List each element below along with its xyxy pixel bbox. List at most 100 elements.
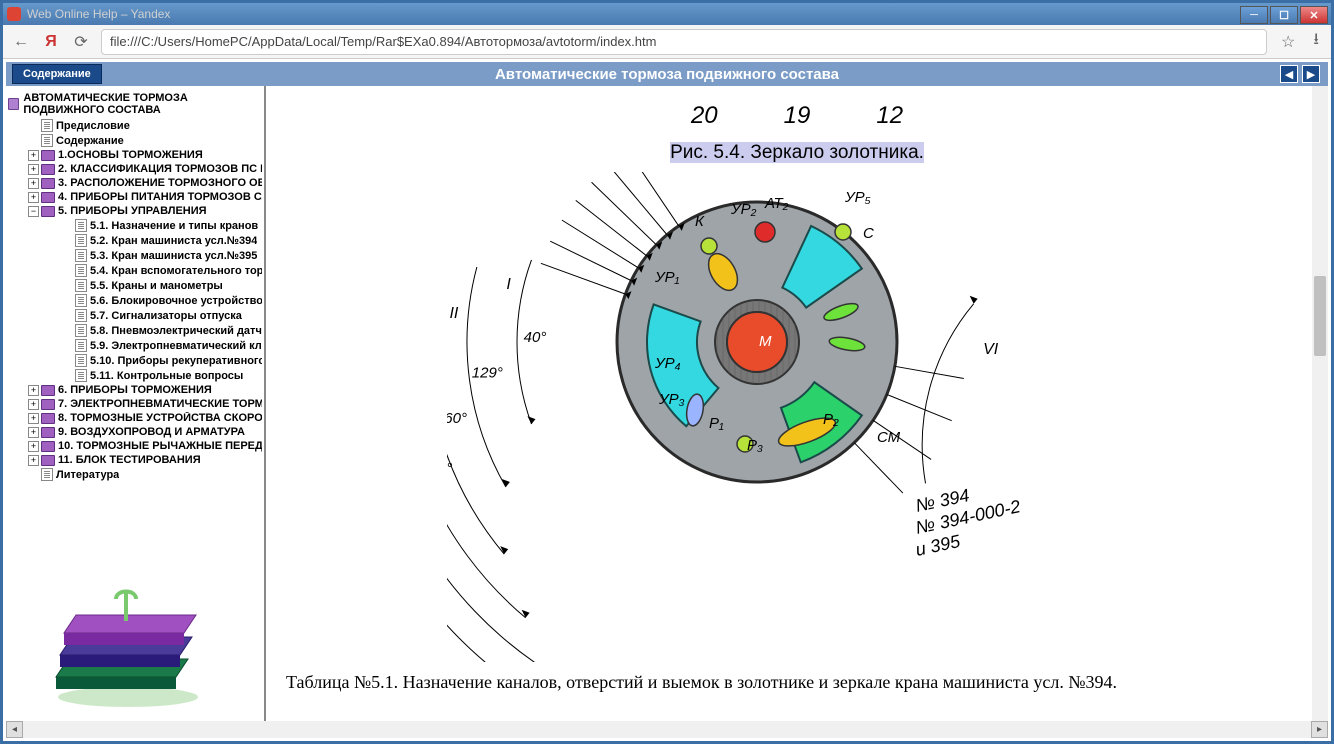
yandex-button[interactable]: Я	[41, 32, 61, 52]
page-title: Автоматические тормоза подвижного состав…	[495, 66, 839, 83]
svg-text:УР₂: УР₂	[730, 201, 757, 218]
tree-page-item[interactable]: Литература	[28, 467, 262, 482]
tree-page-item[interactable]: 5.7. Сигнализаторы отпуска	[62, 308, 262, 323]
tree-item-label: 5.3. Кран машиниста усл.№395	[90, 250, 257, 262]
page-icon	[75, 249, 87, 262]
tree-page-item[interactable]: 5.9. Электропневматический клапан	[62, 338, 262, 353]
tree-page-item[interactable]: 5.1. Назначение и типы кранов машиниста	[62, 218, 262, 233]
tree-page-item[interactable]: 5.10. Приборы рекуперативного и реостатн…	[62, 353, 262, 368]
tree-item-label: 5.5. Краны и манометры	[90, 280, 223, 292]
expander-icon[interactable]: +	[28, 385, 39, 396]
svg-text:УР₅: УР₅	[844, 189, 871, 206]
url-input[interactable]	[101, 29, 1267, 55]
svg-text:VI: VI	[983, 341, 999, 358]
prev-page-button[interactable]: ◀	[1280, 65, 1298, 83]
svg-text:С: С	[863, 225, 874, 242]
toc-button[interactable]: Содержание	[12, 64, 102, 84]
next-page-button[interactable]: ▶	[1302, 65, 1320, 83]
tree-item-label: 5. ПРИБОРЫ УПРАВЛЕНИЯ	[58, 205, 207, 217]
scroll-left-button[interactable]: ◂	[6, 721, 23, 738]
scroll-right-button[interactable]: ▸	[1311, 721, 1328, 738]
tree-book-item[interactable]: +4. ПРИБОРЫ ПИТАНИЯ ТОРМОЗОВ СЖАТЫМ	[28, 190, 262, 204]
tree-book-item[interactable]: +10. ТОРМОЗНЫЕ РЫЧАЖНЫЕ ПЕРЕДАЧИ	[28, 439, 262, 453]
main-content[interactable]: 20 19 12 Рис. 5.4. Зеркало золотника. КУ…	[266, 86, 1328, 721]
svg-text:Р₁: Р₁	[709, 415, 724, 432]
window-close-button[interactable]: ✕	[1300, 6, 1328, 24]
book-icon	[41, 455, 55, 466]
tree-book-item[interactable]: +7. ЭЛЕКТРОПНЕВМАТИЧЕСКИЕ ТОРМОЗА	[28, 397, 262, 411]
tree-item-label: 5.2. Кран машиниста усл.№394	[90, 235, 257, 247]
tree-book-item[interactable]: +8. ТОРМОЗНЫЕ УСТРОЙСТВА СКОРОСТНОГО	[28, 411, 262, 425]
svg-text:40°: 40°	[524, 329, 547, 346]
svg-text:УР₄: УР₄	[654, 355, 681, 372]
svg-text:АТ₂: АТ₂	[764, 195, 789, 212]
page-icon	[75, 339, 87, 352]
main-scrollbar[interactable]	[1312, 86, 1328, 721]
svg-text:60°: 60°	[447, 410, 467, 427]
tree-book-item[interactable]: +1.ОСНОВЫ ТОРМОЖЕНИЯ	[28, 148, 262, 162]
window-title: Web Online Help – Yandex	[27, 7, 170, 21]
books-illustration-icon	[36, 581, 216, 711]
tree-page-item[interactable]: 5.11. Контрольные вопросы	[62, 368, 262, 383]
tree-item-label: 5.9. Электропневматический клапан	[90, 340, 262, 352]
tree-item-label: 5.6. Блокировочное устройство усл.№	[90, 295, 262, 307]
expander-icon[interactable]: +	[28, 164, 39, 175]
expander-icon[interactable]: +	[28, 150, 39, 161]
expander-icon[interactable]: +	[28, 413, 39, 424]
bookmark-icon[interactable]: ☆	[1281, 32, 1295, 52]
tree-book-item[interactable]: − 5. ПРИБОРЫ УПРАВЛЕНИЯ	[28, 204, 262, 218]
expander-icon[interactable]: +	[28, 455, 39, 466]
tree-book-item[interactable]: +3. РАСПОЛОЖЕНИЕ ТОРМОЗНОГО ОБОРУДОВАНИЯ	[28, 176, 262, 190]
tree-page-item[interactable]: 5.2. Кран машиниста усл.№394	[62, 233, 262, 248]
tree-page-item[interactable]: 5.8. Пневмоэлектрический датчик усл.	[62, 323, 262, 338]
expander-icon[interactable]: +	[28, 178, 39, 189]
download-icon[interactable]: ⭳	[1313, 28, 1319, 55]
tree-item-label: 5.10. Приборы рекуперативного и реостатн…	[90, 355, 262, 367]
window-minimize-button[interactable]: ─	[1240, 6, 1268, 24]
sidebar: АВТОМАТИЧЕСКИЕ ТОРМОЗА ПОДВИЖНОГО СОСТАВ…	[6, 86, 266, 721]
page-icon	[75, 324, 87, 337]
expander-icon[interactable]: −	[28, 206, 39, 217]
expander-icon[interactable]: +	[28, 399, 39, 410]
page-icon	[75, 234, 87, 247]
tree-book-item[interactable]: +2. КЛАССИФИКАЦИЯ ТОРМОЗОВ ПС И ИХ ОСНОВ…	[28, 162, 262, 176]
tree-book-item[interactable]: +9. ВОЗДУХОПРОВОД И АРМАТУРА	[28, 425, 262, 439]
tree-item-label: 6. ПРИБОРЫ ТОРМОЖЕНИЯ	[58, 384, 212, 396]
tree-item-label: Содержание	[56, 135, 124, 147]
book-icon	[41, 427, 55, 438]
tree-item-label: 5.1. Назначение и типы кранов машиниста	[90, 220, 262, 232]
tree-item-label: 11. БЛОК ТЕСТИРОВАНИЯ	[58, 454, 201, 466]
book-icon	[41, 385, 55, 396]
svg-text:II: II	[449, 305, 458, 322]
tree-item-label: Предисловие	[56, 120, 130, 132]
window-horizontal-scrollbar[interactable]: ◂ ▸	[6, 721, 1328, 738]
expander-icon[interactable]: +	[28, 192, 39, 203]
reload-button[interactable]: ⟳	[71, 32, 91, 52]
tree-root[interactable]: АВТОМАТИЧЕСКИЕ ТОРМОЗА ПОДВИЖНОГО СОСТАВ…	[8, 90, 262, 118]
page-icon	[75, 279, 87, 292]
tree-page-item[interactable]: 5.6. Блокировочное устройство усл.№	[62, 293, 262, 308]
window-maximize-button[interactable]: ☐	[1270, 6, 1298, 24]
book-icon	[41, 399, 55, 410]
tree-page-item[interactable]: Содержание	[28, 133, 262, 148]
tree-item-label: 5.7. Сигнализаторы отпуска	[90, 310, 242, 322]
tree-item-label: 1.ОСНОВЫ ТОРМОЖЕНИЯ	[58, 149, 203, 161]
tree-book-item[interactable]: +6. ПРИБОРЫ ТОРМОЖЕНИЯ	[28, 383, 262, 397]
book-icon	[8, 98, 19, 110]
expander-icon[interactable]: +	[28, 441, 39, 452]
tree-page-item[interactable]: 5.5. Краны и манометры	[62, 278, 262, 293]
back-button[interactable]: ←	[11, 32, 31, 52]
tree-page-item[interactable]: 5.3. Кран машиниста усл.№395	[62, 248, 262, 263]
expander-icon[interactable]: +	[28, 427, 39, 438]
tree-page-item[interactable]: 5.4. Кран вспомогательного тормоза локом…	[62, 263, 262, 278]
tree-item-label: 9. ВОЗДУХОПРОВОД И АРМАТУРА	[58, 426, 245, 438]
svg-text:129°: 129°	[472, 365, 503, 382]
tree-book-item[interactable]: +11. БЛОК ТЕСТИРОВАНИЯ	[28, 453, 262, 467]
book-icon	[41, 441, 55, 452]
tree-item-label: 5.4. Кран вспомогательного тормоза локом…	[90, 265, 262, 277]
tree-page-item[interactable]: Предисловие	[28, 118, 262, 133]
page-icon	[41, 119, 53, 132]
window-titlebar: Web Online Help – Yandex	[3, 3, 1331, 25]
svg-text:К: К	[695, 213, 705, 230]
tree-item-label: 2. КЛАССИФИКАЦИЯ ТОРМОЗОВ ПС И ИХ ОСНОВН…	[58, 163, 262, 175]
